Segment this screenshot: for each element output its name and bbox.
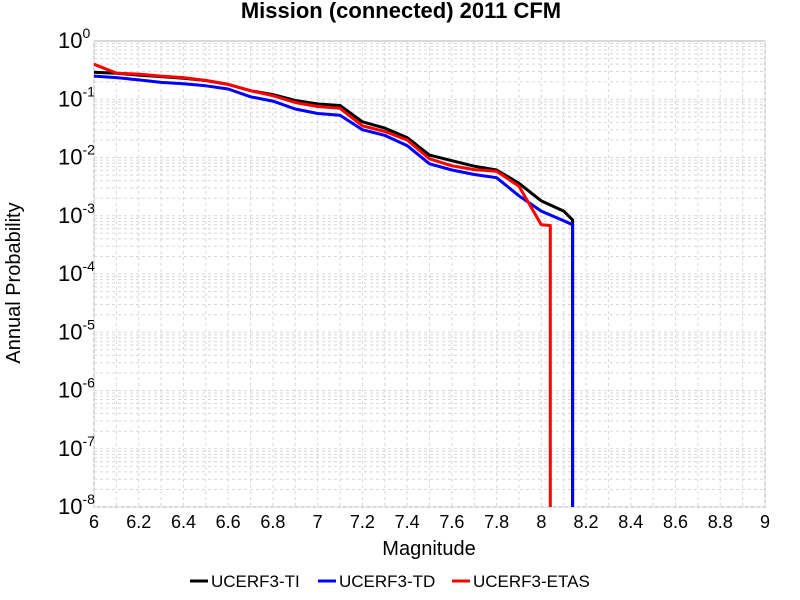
y-tick-label: 10-3 <box>58 200 95 228</box>
x-tick-label: 6.8 <box>260 512 285 532</box>
y-tick-label: 10-1 <box>58 83 95 111</box>
x-tick-label: 6.6 <box>216 512 241 532</box>
y-axis-ticks: 100 10-1 10-2 10-3 10-4 10-5 10-6 10-7 10-8 <box>58 25 95 519</box>
series-line-UCERF3-ETAS <box>93 62 552 507</box>
y-tick-label: 100 <box>58 25 90 53</box>
y-tick-label: 10-5 <box>58 316 95 344</box>
y-tick-label: 10-6 <box>58 375 95 403</box>
legend: UCERF3-TI UCERF3-TD UCERF3-ETAS <box>190 572 590 591</box>
legend-label: UCERF3-ETAS <box>473 572 590 591</box>
x-tick-label: 7.2 <box>350 512 375 532</box>
x-tick-label: 7.6 <box>439 512 464 532</box>
series-layer <box>93 62 575 507</box>
grid <box>93 41 766 508</box>
y-tick-label: 10-2 <box>58 142 95 170</box>
x-tick-label: 7 <box>313 512 323 532</box>
x-tick-label: 7.8 <box>484 512 509 532</box>
chart-title: Mission (connected) 2011 CFM <box>241 0 561 23</box>
y-axis-label: Annual Probability <box>3 202 25 363</box>
x-tick-label: 8.4 <box>618 512 643 532</box>
x-tick-label: 8.2 <box>574 512 599 532</box>
x-tick-label: 6 <box>89 512 99 532</box>
x-tick-label: 8 <box>536 512 546 532</box>
y-tick-label: 10-8 <box>58 491 95 519</box>
legend-label: UCERF3-TD <box>339 572 435 591</box>
series-line-UCERF3-TD <box>93 74 575 507</box>
x-axis-label: Magnitude <box>382 538 475 560</box>
x-tick-label: 6.2 <box>126 512 151 532</box>
x-tick-label: 8.8 <box>708 512 733 532</box>
x-tick-label: 7.4 <box>395 512 420 532</box>
x-tick-label: 9 <box>760 512 770 532</box>
legend-label: UCERF3-TI <box>211 572 300 591</box>
y-tick-label: 10-4 <box>58 258 95 286</box>
y-tick-label: 10-7 <box>58 433 95 461</box>
x-tick-label: 6.4 <box>171 512 196 532</box>
x-axis-ticks: 6 6.2 6.4 6.6 6.8 7 7.2 7.4 7.6 7.8 8 8.2 8.4 8.6 8.8 9 <box>89 512 770 532</box>
x-tick-label: 8.6 <box>663 512 688 532</box>
